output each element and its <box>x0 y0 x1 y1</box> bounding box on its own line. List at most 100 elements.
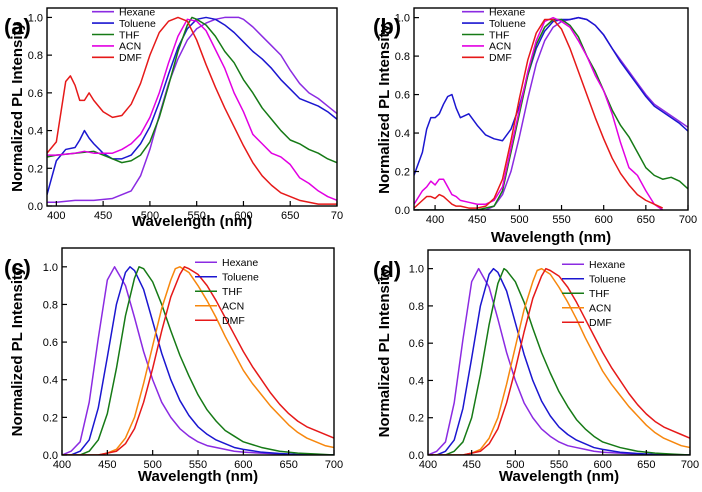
y-tick-label: 0.8 <box>409 301 424 313</box>
x-tick-label: 450 <box>468 214 486 226</box>
x-tick-label: 700 <box>325 459 343 471</box>
series-line-dmf <box>428 267 690 455</box>
x-tick-label: 400 <box>419 459 437 471</box>
y-tick-label: 0.4 <box>395 128 410 140</box>
y-tick-label: 1.0 <box>43 262 58 274</box>
x-tick-label: 550 <box>552 214 570 226</box>
chart-panel-3: 400 450 500 550 600 650 700 0.0 0.2 0.4 0.6 0.8 1.0 W… <box>4 247 343 485</box>
y-axis-label: Normalized PL Intensity <box>9 266 26 436</box>
legend-label-acn: ACN <box>119 41 141 53</box>
y-tick-label: 0.2 <box>409 413 424 425</box>
y-tick-label: 0.2 <box>43 412 58 424</box>
x-tick-label: 70 <box>331 210 343 222</box>
x-tick-label: 400 <box>53 459 71 471</box>
series-line-thf <box>47 16 337 164</box>
y-tick-label: 0.6 <box>28 88 43 100</box>
legend-label-dmf: DMF <box>489 52 512 64</box>
plot-frame <box>61 247 335 456</box>
legend-label-hexane: Hexane <box>489 7 525 19</box>
legend-label-hexane: Hexane <box>119 7 155 19</box>
series-line-hexane <box>62 266 334 455</box>
x-axis-label: Wavelength (nm) <box>138 468 258 485</box>
y-tick-label: 0.4 <box>43 375 58 387</box>
series-line-acn <box>47 18 337 202</box>
x-tick-label: 450 <box>94 210 112 222</box>
legend-label-hexane: Hexane <box>222 257 258 269</box>
series-line-toluene <box>62 266 334 455</box>
x-tick-label: 500 <box>506 459 524 471</box>
legend-label-acn: ACN <box>222 301 244 313</box>
y-tick-label: 0.8 <box>43 299 58 311</box>
legend-label-thf: THF <box>119 29 139 41</box>
y-tick-label: 0.2 <box>28 163 43 175</box>
x-tick-label: 700 <box>681 459 699 471</box>
series-line-acn <box>414 16 664 210</box>
y-tick-label: 0.0 <box>409 450 424 462</box>
legend-label-dmf: DMF <box>589 317 612 329</box>
series-line-toluene <box>47 16 337 195</box>
legend-label-dmf: DMF <box>222 315 245 327</box>
x-tick-label: 600 <box>234 210 252 222</box>
series-line-thf <box>428 267 690 455</box>
plot-frame <box>427 249 691 456</box>
y-axis-label: Normalized PL Intensity <box>376 267 393 437</box>
chart-panel-1: 400 450 500 550 600 650 70 0.0 0.2 0.4 0.6 0.8 1.0 Wa… <box>4 7 343 231</box>
x-tick-label: 650 <box>637 214 655 226</box>
plot-frame <box>413 7 689 211</box>
y-tick-label: 0.0 <box>28 201 43 213</box>
legend-label-hexane: Hexane <box>589 259 625 271</box>
y-axis-label: Normalized PL Intensity <box>9 21 26 191</box>
legend-label-acn: ACN <box>589 303 611 315</box>
x-tick-label: 500 <box>141 210 159 222</box>
x-tick-label: 500 <box>510 214 528 226</box>
x-tick-label: 600 <box>593 459 611 471</box>
x-tick-label: 650 <box>281 210 299 222</box>
y-tick-label: 0.0 <box>43 450 58 462</box>
y-tick-label: 0.2 <box>395 167 410 179</box>
x-tick-label: 550 <box>187 210 205 222</box>
series-line-thf <box>414 18 688 210</box>
y-tick-label: 0.0 <box>395 205 410 217</box>
y-tick-label: 1.0 <box>395 13 410 25</box>
y-tick-label: 0.8 <box>395 51 410 63</box>
series-line-hexane <box>47 16 337 203</box>
plot-frame <box>46 7 338 207</box>
legend-label-thf: THF <box>489 29 509 41</box>
legend-label-thf: THF <box>222 286 242 298</box>
legend-label-toluene: Toluene <box>589 274 626 286</box>
panel-label: (b) <box>373 14 401 39</box>
series-line-toluene <box>428 267 690 455</box>
x-axis-label: Wavelength (nm) <box>499 468 619 485</box>
x-tick-label: 600 <box>595 214 613 226</box>
x-tick-label: 550 <box>550 459 568 471</box>
legend-label-toluene: Toluene <box>119 18 156 30</box>
y-tick-label: 1.0 <box>409 264 424 276</box>
x-tick-label: 500 <box>143 459 161 471</box>
x-axis-label: Wavelength (nm) <box>132 213 252 230</box>
series-line-thf <box>62 266 334 455</box>
y-tick-label: 1.0 <box>28 12 43 24</box>
x-tick-label: 700 <box>679 214 697 226</box>
x-tick-label: 400 <box>426 214 444 226</box>
legend-label-toluene: Toluene <box>222 272 259 284</box>
chart-panel-4: 400 450 500 550 600 650 700 0.0 0.2 0.4 0.6 0.8 1.0 W… <box>373 249 699 485</box>
series-line-hexane <box>414 16 688 210</box>
series-line-hexane <box>428 267 690 455</box>
series-line-dmf <box>414 18 664 209</box>
panel-label: (a) <box>4 14 31 39</box>
x-tick-label: 450 <box>462 459 480 471</box>
y-tick-label: 0.6 <box>43 337 58 349</box>
x-tick-label: 550 <box>189 459 207 471</box>
x-tick-label: 600 <box>234 459 252 471</box>
series-line-acn <box>428 267 690 455</box>
y-tick-label: 0.4 <box>409 375 424 387</box>
panel-label: (d) <box>373 257 401 282</box>
y-tick-label: 0.8 <box>28 50 43 62</box>
x-tick-label: 450 <box>98 459 116 471</box>
legend-label-toluene: Toluene <box>489 18 526 30</box>
panel-label: (c) <box>4 255 31 280</box>
